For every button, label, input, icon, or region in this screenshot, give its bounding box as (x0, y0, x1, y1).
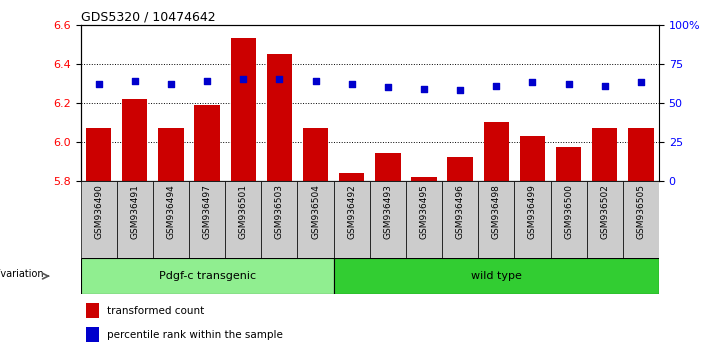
Bar (442, 181, 478, 258)
Text: GSM936499: GSM936499 (528, 184, 537, 239)
Point (165, 81, 177, 87)
Text: GDS5320 / 10474642: GDS5320 / 10474642 (81, 11, 215, 24)
Text: GSM936495: GSM936495 (419, 184, 428, 239)
Bar (556, 147, 581, 181)
Text: GSM936496: GSM936496 (456, 184, 465, 239)
Text: GSM936500: GSM936500 (564, 184, 573, 239)
Text: percentile rank within the sample: percentile rank within the sample (107, 330, 283, 340)
Text: genotype/variation: genotype/variation (0, 269, 44, 279)
Bar (86, 327, 100, 342)
Bar (519, 136, 545, 181)
Bar (334, 258, 659, 294)
Text: GSM936492: GSM936492 (347, 184, 356, 239)
Bar (411, 177, 437, 181)
Text: GSM936503: GSM936503 (275, 184, 284, 239)
Point (201, 78, 212, 84)
Bar (297, 181, 334, 258)
Text: GSM936505: GSM936505 (637, 184, 646, 239)
Text: GSM936491: GSM936491 (130, 184, 139, 239)
Bar (369, 181, 406, 258)
Bar (122, 99, 147, 181)
Bar (117, 181, 153, 258)
Point (454, 87, 465, 93)
Bar (375, 153, 400, 181)
Text: wild type: wild type (471, 271, 522, 281)
Point (346, 81, 358, 87)
Point (310, 78, 321, 84)
Bar (447, 157, 472, 181)
Bar (550, 181, 587, 258)
Bar (303, 128, 328, 181)
Bar (339, 173, 365, 181)
Text: transformed count: transformed count (107, 306, 204, 316)
Text: GSM936502: GSM936502 (600, 184, 609, 239)
Bar (622, 181, 659, 258)
Text: GSM936497: GSM936497 (203, 184, 212, 239)
Point (635, 80, 646, 85)
Bar (592, 128, 618, 181)
Text: GSM936501: GSM936501 (239, 184, 247, 239)
Point (382, 84, 393, 90)
Point (527, 80, 538, 85)
Bar (261, 181, 297, 258)
Text: Pdgf-c transgenic: Pdgf-c transgenic (158, 271, 256, 281)
Text: GSM936493: GSM936493 (383, 184, 393, 239)
Text: GSM936490: GSM936490 (94, 184, 103, 239)
Bar (189, 181, 225, 258)
Bar (334, 181, 370, 258)
Point (418, 86, 430, 91)
Bar (86, 303, 100, 318)
Bar (225, 181, 261, 258)
Point (599, 83, 611, 88)
Bar (515, 181, 550, 258)
Bar (406, 181, 442, 258)
Bar (587, 181, 622, 258)
Bar (478, 181, 515, 258)
Bar (231, 38, 256, 181)
Point (238, 76, 249, 82)
Point (274, 76, 285, 82)
Point (491, 83, 502, 88)
Bar (86, 128, 111, 181)
Bar (194, 104, 220, 181)
Text: GSM936504: GSM936504 (311, 184, 320, 239)
Bar (158, 128, 184, 181)
Bar (267, 54, 292, 181)
Point (93, 81, 104, 87)
Bar (153, 181, 189, 258)
Text: GSM936494: GSM936494 (166, 184, 175, 239)
Bar (81, 258, 334, 294)
Point (129, 78, 140, 84)
Bar (628, 128, 653, 181)
Bar (81, 181, 117, 258)
Text: GSM936498: GSM936498 (492, 184, 501, 239)
Point (563, 81, 574, 87)
Bar (484, 122, 509, 181)
